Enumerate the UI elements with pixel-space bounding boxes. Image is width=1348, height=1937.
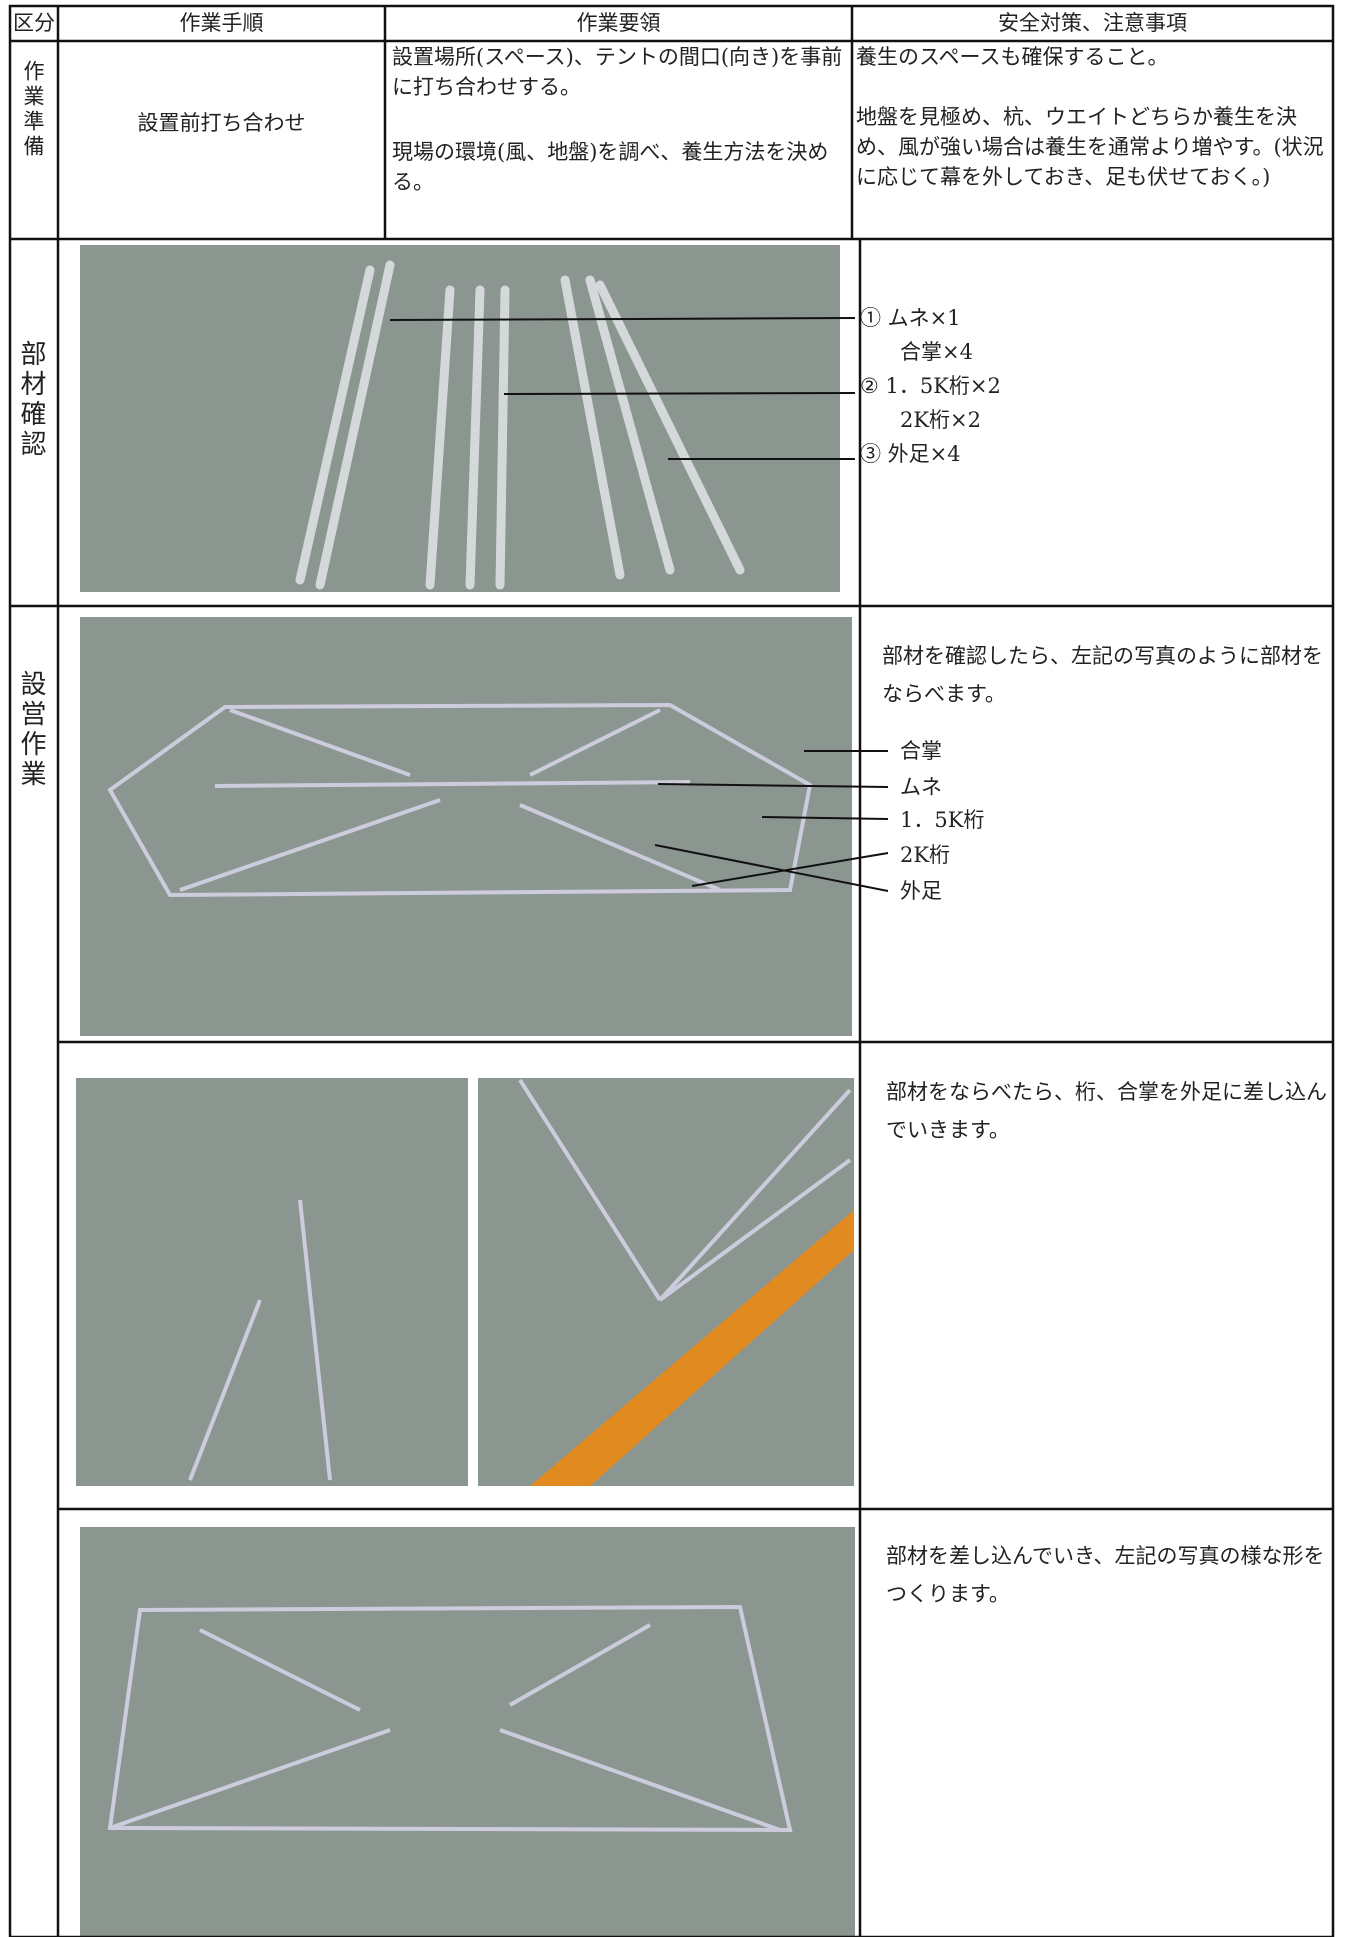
step: 設置前打ち合わせ	[137, 111, 306, 135]
method: 設置場所(スペース)、テントの間口(向き)を事前に打ち合わせする。	[392, 45, 843, 99]
note: ① ムネ×1	[860, 306, 961, 330]
note: 合掌×4	[900, 340, 973, 364]
photo-label: 1．5K桁	[900, 808, 985, 832]
header: 作業手順	[179, 11, 264, 35]
method: 現場の環境(風、地盤)を調べ、養生方法を決める。	[392, 140, 829, 194]
note: 部材をならべたら、桁、合掌を外足に差し込んでいきます。	[886, 1080, 1327, 1142]
note: ③ 外足×4	[860, 442, 961, 466]
note: 部材を差し込んでいき、左記の写真の様な形をつくります。	[886, 1544, 1325, 1606]
header: 作業要領	[576, 11, 661, 35]
note: 部材を確認したら、左記の写真のように部材をならべます。	[882, 644, 1323, 706]
photo-label: 合掌	[900, 739, 942, 763]
header: 安全対策、注意事項	[998, 11, 1187, 35]
note: ② 1．5K桁×2	[860, 374, 1001, 398]
photo-label: ムネ	[900, 775, 942, 799]
category: 設営作業	[16, 670, 46, 790]
category: 部材確認	[16, 340, 46, 460]
photo-label: 2K桁	[900, 843, 951, 867]
note: 2K桁×2	[900, 408, 982, 432]
photo-label: 外足	[900, 879, 942, 903]
category: 作業準備	[21, 60, 45, 160]
note: 養生のスペースも確保すること。	[856, 45, 1169, 69]
note: 地盤を見極め、杭、ウエイトどちらか養生を決め、風が強い場合は養生を通常より増やす…	[856, 105, 1324, 189]
header: 区分	[13, 11, 55, 35]
